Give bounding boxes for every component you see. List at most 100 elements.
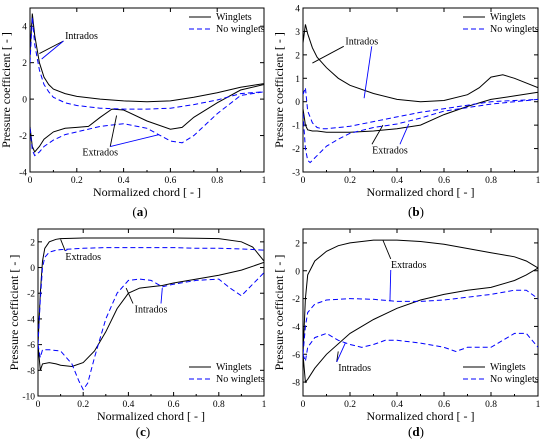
caption-paren-close: ) [420, 424, 424, 439]
x-axis-label: Normalized chord [ - ] [97, 409, 205, 423]
x-tick-label: 1 [536, 176, 541, 186]
series-line-winglets [38, 261, 264, 371]
series-line-winglets [303, 24, 538, 103]
annotation-leader-line [312, 45, 344, 64]
annotation-leader-line [371, 124, 384, 145]
legend-entry: Winglets [490, 362, 526, 373]
legend-entry: No winglets [216, 24, 265, 35]
caption-letter: a [137, 204, 144, 219]
x-tick-label: 0 [301, 176, 306, 186]
annotation-leader-line [109, 115, 118, 147]
chart-panel-b: 0 0.2 0.4 0.6 0.8 1 -3 -2 -1 0 1 2 3 4 Normalized chor… [272, 5, 541, 220]
panel-caption: (d) [408, 424, 424, 439]
annotation-leader-line [125, 287, 134, 304]
x-tick-label: 0.6 [164, 176, 176, 186]
series-line-winglets [30, 13, 264, 103]
x-tick-label: 0 [301, 400, 306, 410]
series-line-winglets [303, 239, 538, 355]
annotation-label: Intrados [135, 305, 168, 316]
panel-caption: (b) [408, 204, 424, 219]
panel-caption: (c) [136, 424, 150, 439]
annotation-leader-line [64, 249, 68, 252]
y-tick-label: 0 [295, 267, 300, 277]
x-tick-label: 0.2 [77, 400, 89, 410]
annotation-leader-line [399, 123, 410, 145]
caption-letter: c [140, 424, 146, 439]
y-tick-label: 1 [295, 75, 300, 85]
x-tick-label: 0 [28, 176, 33, 186]
x-tick-label: 1 [262, 176, 267, 186]
y-tick-label: 4 [295, 5, 300, 15]
y-tick-label: -2 [19, 132, 27, 142]
series-line-no-winglets [30, 17, 264, 110]
annotation-label: Intrados [65, 31, 98, 42]
y-tick-label: -1 [292, 122, 300, 132]
caption-letter: d [412, 424, 420, 439]
y-tick-label: -10 [22, 393, 35, 403]
annotation-label: Intrados [338, 363, 371, 374]
x-axis-label: Normalized chord [ - ] [367, 409, 475, 423]
annotation-leader-line [336, 342, 346, 363]
panel-caption: (a) [132, 204, 147, 219]
y-tick-label: -4 [27, 315, 35, 325]
caption-paren-close: ) [143, 204, 147, 219]
annotation-leader-line [39, 40, 64, 54]
series-line-no-winglets [303, 332, 538, 362]
legend-entry: Winglets [490, 12, 526, 23]
x-tick-label: 0.4 [391, 400, 403, 410]
y-tick-label: 2 [22, 59, 27, 69]
annotation-label: Intrados [345, 36, 378, 47]
caption-paren-open: ( [132, 204, 136, 219]
caption-paren-close: ) [146, 424, 150, 439]
y-tick-label: -6 [27, 341, 35, 351]
x-tick-label: 0.2 [71, 176, 83, 186]
y-axis-label: Pressure coefficient [ - ] [272, 255, 286, 371]
x-tick-label: 0 [36, 400, 41, 410]
x-tick-label: 0.8 [485, 400, 497, 410]
y-axis-label: Pressure coefficient [ - ] [0, 32, 13, 148]
annotation-label: Extrados [65, 252, 101, 263]
y-tick-label: -3 [292, 169, 300, 179]
y-tick-label: -2 [27, 290, 35, 300]
y-tick-label: 3 [295, 28, 300, 38]
x-tick-label: 0.6 [438, 400, 450, 410]
annotation-label: Extrados [391, 260, 427, 271]
annotation-leader-line [382, 239, 392, 260]
y-tick-label: 2 [295, 239, 300, 249]
series-line-no-winglets [303, 98, 538, 164]
x-axis-label: Normalized chord [ - ] [93, 185, 201, 199]
annotation-label: Extrados [372, 145, 408, 156]
legend-entry: No winglets [216, 374, 265, 385]
y-tick-label: -8 [292, 379, 300, 389]
series-line-winglets [30, 84, 264, 153]
annotation-leader-line [41, 40, 64, 60]
y-axis-label: Pressure coefficient [ - ] [7, 255, 21, 371]
y-tick-label: -2 [292, 295, 300, 305]
legend-entry: Winglets [216, 12, 252, 23]
series-line-no-winglets [303, 87, 538, 130]
y-tick-label: -4 [19, 169, 27, 179]
chart-panel-c: 0 0.2 0.4 0.6 0.8 1 -10 -8 -6 -4 -2 0 2 Normalized ch… [7, 228, 267, 439]
annotation-leader-line [336, 351, 339, 363]
annotation-leader-line [363, 46, 373, 99]
caption-paren-close: ) [420, 204, 424, 219]
series-line-no-winglets [30, 91, 264, 157]
annotation-leader-line [110, 134, 159, 148]
x-tick-label: 0.2 [344, 176, 356, 186]
x-tick-label: 1 [536, 400, 541, 410]
series-line-winglets [303, 267, 538, 384]
y-tick-label: -2 [292, 145, 300, 155]
x-tick-label: 0.6 [438, 176, 450, 186]
x-axis-label: Normalized chord [ - ] [367, 185, 475, 199]
x-tick-label: 0.8 [213, 400, 225, 410]
caption-paren-open: ( [408, 424, 412, 439]
series-line-winglets [303, 91, 538, 133]
caption-paren-open: ( [408, 204, 412, 219]
y-tick-label: -6 [292, 351, 300, 361]
chart-panel-a: 0 0.2 0.4 0.6 0.8 1 -4 -2 0 2 4 Normalized chord [ … [0, 7, 267, 219]
annotation-leader-line [389, 269, 392, 302]
y-tick-label: -4 [292, 323, 300, 333]
y-tick-label: 2 [30, 238, 35, 248]
annotation-leader-line [160, 288, 163, 304]
y-tick-label: -8 [27, 367, 35, 377]
